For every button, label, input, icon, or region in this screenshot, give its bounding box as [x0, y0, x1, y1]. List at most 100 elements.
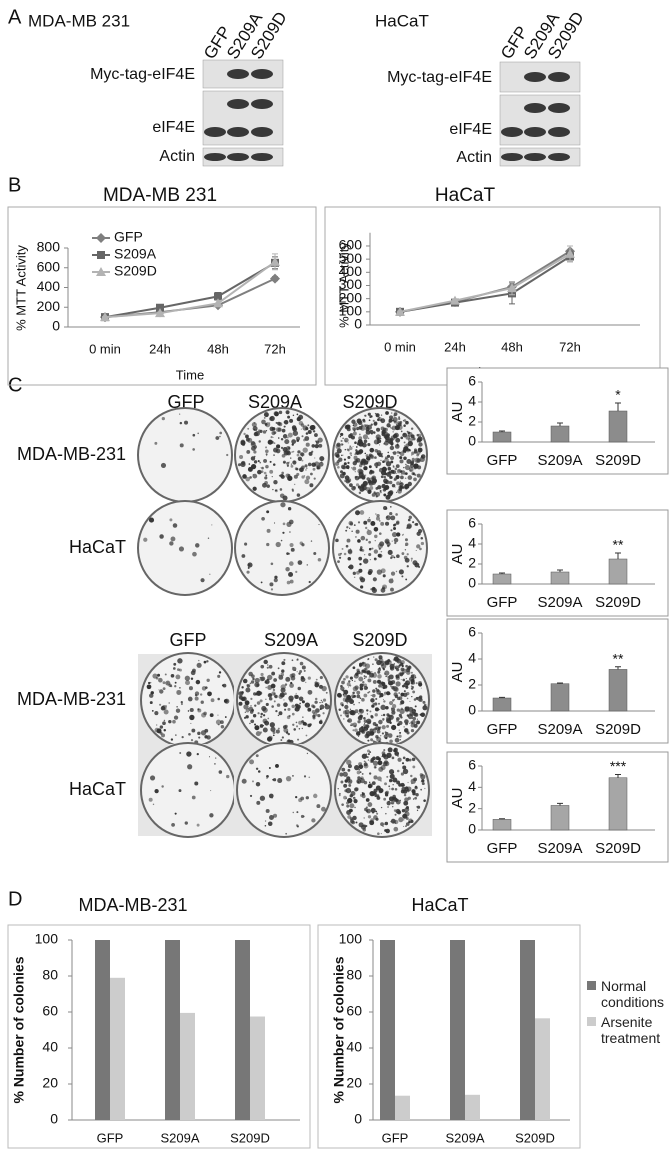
y-tick-label: 200	[37, 298, 61, 314]
colony	[348, 808, 353, 813]
colony	[247, 427, 250, 430]
colony	[152, 803, 155, 806]
colony	[194, 696, 199, 701]
colony	[206, 678, 210, 682]
colony	[286, 521, 292, 527]
colony	[273, 442, 276, 444]
colony	[246, 703, 249, 706]
colony	[399, 672, 404, 677]
colony	[388, 700, 394, 706]
colony	[390, 801, 395, 805]
colony	[386, 713, 390, 717]
colony	[298, 696, 304, 702]
colony	[222, 683, 227, 688]
colony	[372, 702, 375, 705]
y-axis-label: AU	[449, 662, 466, 683]
colony	[344, 779, 349, 783]
colony	[319, 456, 325, 462]
bar	[608, 777, 628, 831]
colony	[405, 757, 410, 762]
bar	[492, 819, 512, 831]
colony	[281, 453, 286, 458]
colony	[371, 704, 375, 708]
blot-strip	[499, 94, 581, 146]
colony	[351, 820, 356, 825]
colony	[245, 434, 249, 439]
colony	[340, 552, 342, 555]
plate-row-label: MDA-MB-231	[17, 689, 126, 709]
colony	[387, 549, 393, 555]
colony	[191, 795, 196, 800]
colony	[380, 459, 382, 462]
colony	[161, 417, 165, 421]
colony	[369, 710, 372, 713]
y-axis-label: % MTT Activity	[13, 245, 28, 331]
colony	[389, 721, 392, 725]
colony	[200, 578, 205, 583]
colony	[367, 802, 373, 807]
colony	[281, 736, 284, 739]
colony	[372, 811, 374, 814]
colony	[249, 722, 251, 725]
colony	[393, 556, 396, 559]
colony	[410, 728, 415, 733]
colony	[362, 480, 368, 487]
colony	[196, 823, 200, 827]
colony	[392, 451, 397, 455]
colony	[280, 684, 286, 690]
colony	[304, 475, 306, 477]
colony	[411, 471, 415, 476]
colony	[266, 542, 270, 547]
colony	[412, 765, 416, 769]
colony	[409, 700, 411, 702]
colony	[337, 465, 340, 469]
colony	[161, 785, 164, 788]
colony	[240, 440, 246, 446]
colony	[349, 527, 351, 529]
plate	[137, 500, 233, 596]
y-tick-label: 40	[42, 1039, 58, 1055]
colony	[399, 451, 405, 457]
colony	[148, 797, 153, 802]
colony	[190, 677, 194, 680]
colony	[380, 833, 382, 835]
colony	[300, 428, 302, 430]
colony	[363, 466, 368, 471]
plate	[234, 500, 330, 596]
colony	[406, 697, 409, 700]
colony	[147, 681, 151, 685]
colony	[375, 785, 381, 791]
colony	[386, 471, 392, 477]
colony	[362, 558, 369, 564]
series-marker	[270, 273, 280, 284]
colony	[301, 459, 304, 462]
colony	[417, 436, 423, 442]
colony	[409, 469, 412, 472]
colony	[260, 712, 263, 716]
colony	[392, 797, 398, 802]
x-tick-label: GFP	[487, 840, 518, 857]
colony	[307, 676, 311, 680]
colony	[263, 458, 268, 463]
colony	[341, 803, 344, 806]
colony	[284, 663, 286, 665]
colony	[370, 738, 374, 742]
colony	[401, 809, 406, 813]
colony	[275, 541, 281, 548]
colony	[391, 425, 397, 431]
colony	[418, 696, 420, 699]
colony	[197, 731, 201, 736]
colony	[358, 436, 363, 441]
colony	[156, 724, 158, 726]
colony	[170, 674, 175, 678]
colony	[386, 516, 389, 519]
colony	[352, 691, 355, 695]
colony	[400, 772, 405, 776]
colony	[344, 424, 350, 430]
colony	[419, 695, 423, 699]
colony	[383, 823, 385, 825]
colony	[356, 770, 361, 775]
colony	[273, 431, 277, 435]
blot-band	[501, 153, 523, 161]
